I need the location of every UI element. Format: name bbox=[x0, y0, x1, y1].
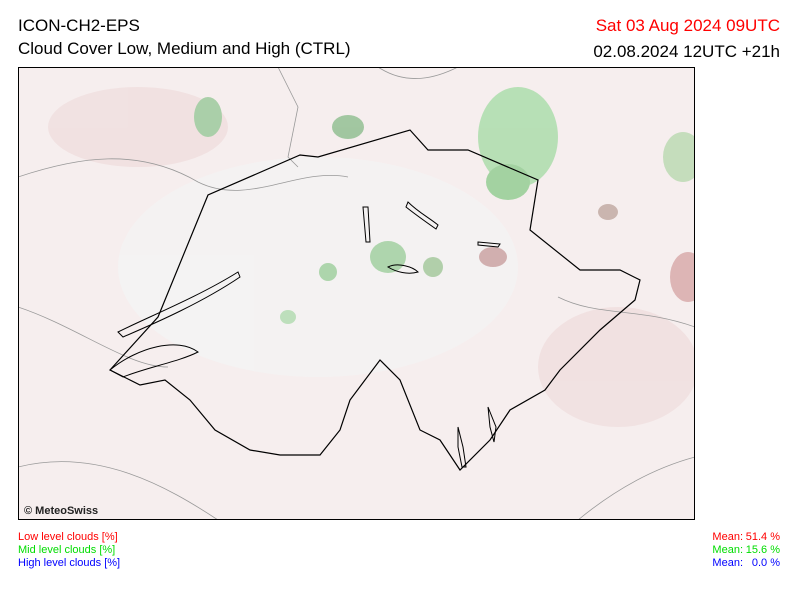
legend-label: Low level clouds [%] bbox=[18, 531, 118, 543]
map-title: Cloud Cover Low, Medium and High (CTRL) bbox=[18, 39, 351, 58]
mean-label: Mean: bbox=[712, 557, 743, 569]
mean-value: 51.4 % bbox=[745, 531, 780, 543]
credit: © MeteoSwiss bbox=[24, 505, 98, 517]
valid-time: Sat 03 Aug 2024 09UTC bbox=[595, 16, 780, 35]
region-borders bbox=[18, 67, 695, 520]
map: © MeteoSwiss bbox=[18, 67, 695, 520]
cloud-field bbox=[48, 87, 695, 427]
mean-label: Mean: bbox=[712, 531, 743, 543]
lakes bbox=[109, 201, 501, 468]
country-border bbox=[109, 129, 641, 471]
mean-value: 15.6 % bbox=[745, 544, 780, 556]
mean-label: Mean: bbox=[712, 544, 743, 556]
map-frame bbox=[18, 67, 695, 520]
run-time: 02.08.2024 12UTC +21h bbox=[593, 42, 780, 61]
legend-label: High level clouds [%] bbox=[18, 557, 121, 569]
legend-label: Mid level clouds [%] bbox=[18, 544, 116, 556]
mean-value: 0.0 % bbox=[751, 557, 780, 569]
model-name: ICON-CH2-EPS bbox=[18, 16, 140, 35]
